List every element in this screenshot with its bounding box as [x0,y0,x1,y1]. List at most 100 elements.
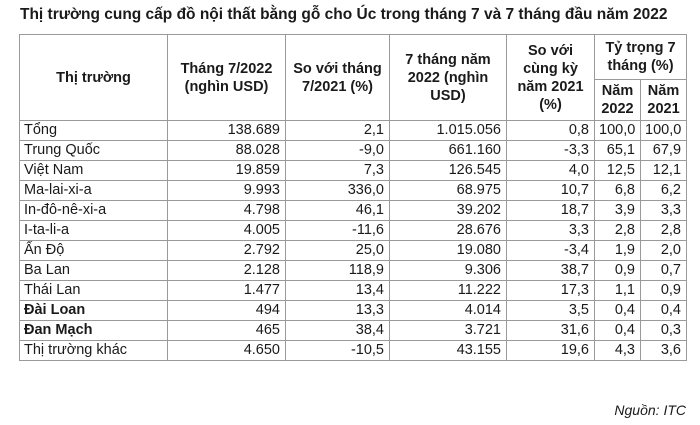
cell-ytd-2022: 1.015.056 [389,120,507,141]
cell-vs-ytd-2021: 3,3 [506,220,595,241]
cell-vs-jul-2021: 118,9 [285,260,390,281]
table-row: Thị trường khác 4.650 -10,5 43.155 19,6 4,3 3,… [19,340,688,361]
cell-ytd-2022: 43.155 [389,340,507,361]
cell-share-2021: 0,3 [639,320,688,341]
cell-jul-2022: 4.005 [167,220,286,241]
cell-vs-ytd-2021: 10,7 [506,180,595,201]
cell-market: Thái Lan [19,280,168,301]
cell-vs-ytd-2021: -3,3 [506,140,595,161]
cell-vs-jul-2021: -11,6 [285,220,390,241]
cell-share-2022: 4,3 [594,340,641,361]
cell-share-2021: 0,7 [639,260,688,281]
cell-share-2022: 12,5 [594,160,641,181]
table-row: Việt Nam 19.859 7,3 126.545 4,0 12,5 12,1 [19,160,688,181]
cell-share-2021: 67,9 [639,140,688,161]
table-row: Đài Loan 494 13,3 4.014 3,5 0,4 0,4 [19,300,688,321]
cell-vs-ytd-2021: 3,5 [506,300,595,321]
cell-vs-ytd-2021: -3,4 [506,240,595,261]
cell-vs-jul-2021: -10,5 [285,340,390,361]
header-vs-ytd-2021: So với cùng kỳ năm 2021 (%) [506,34,595,121]
cell-share-2022: 65,1 [594,140,641,161]
cell-share-2021: 3,6 [639,340,688,361]
cell-market: Trung Quốc [19,140,168,161]
cell-vs-jul-2021: 13,4 [285,280,390,301]
cell-vs-jul-2021: 7,3 [285,160,390,181]
table-row: Trung Quốc 88.028 -9,0 661.160 -3,3 65,1 67,9 [19,140,688,161]
cell-market: I-ta-li-a [19,220,168,241]
cell-market: Đan Mạch [19,320,168,341]
cell-share-2022: 0,4 [594,320,641,341]
cell-jul-2022: 4.798 [167,200,286,221]
cell-ytd-2022: 11.222 [389,280,507,301]
cell-share-2022: 1,9 [594,240,641,261]
cell-market: In-đô-nê-xi-a [19,200,168,221]
cell-ytd-2022: 3.721 [389,320,507,341]
cell-jul-2022: 19.859 [167,160,286,181]
source-note: Nguồn: ITC [614,402,686,418]
cell-vs-jul-2021: 336,0 [285,180,390,201]
cell-market: Ba Lan [19,260,168,281]
cell-vs-ytd-2021: 0,8 [506,120,595,141]
cell-share-2022: 100,0 [594,120,641,141]
cell-vs-jul-2021: -9,0 [285,140,390,161]
table-row: Thái Lan 1.477 13,4 11.222 17,3 1,1 0,9 [19,280,688,301]
cell-vs-ytd-2021: 31,6 [506,320,595,341]
table-row: Ma-lai-xi-a 9.993 336,0 68.975 10,7 6,8 6,2 [19,180,688,201]
cell-share-2021: 0,4 [639,300,688,321]
header-market: Thị trường [19,34,168,121]
table-row: I-ta-li-a 4.005 -11,6 28.676 3,3 2,8 2,8 [19,220,688,241]
cell-market: Đài Loan [19,300,168,321]
cell-ytd-2022: 68.975 [389,180,507,201]
cell-market: Tổng [19,120,168,141]
cell-share-2021: 12,1 [639,160,688,181]
cell-ytd-2022: 9.306 [389,260,507,281]
cell-vs-jul-2021: 13,3 [285,300,390,321]
cell-jul-2022: 1.477 [167,280,286,301]
cell-ytd-2022: 661.160 [389,140,507,161]
cell-market: Thị trường khác [19,340,168,361]
table-body: Tổng 138.689 2,1 1.015.056 0,8 100,0 100,0 Trun… [19,120,688,361]
cell-share-2021: 100,0 [639,120,688,141]
table-row: Đan Mạch 465 38,4 3.721 31,6 0,4 0,3 [19,320,688,341]
header-jul-2022: Tháng 7/2022 (nghìn USD) [167,34,286,121]
table-row: Tổng 138.689 2,1 1.015.056 0,8 100,0 100,0 [19,120,688,141]
cell-jul-2022: 4.650 [167,340,286,361]
cell-share-2021: 6,2 [639,180,688,201]
cell-market: Ma-lai-xi-a [19,180,168,201]
cell-market: Việt Nam [19,160,168,181]
cell-jul-2022: 2.792 [167,240,286,261]
cell-share-2021: 0,9 [639,280,688,301]
cell-share-2022: 0,9 [594,260,641,281]
cell-share-2022: 3,9 [594,200,641,221]
cell-jul-2022: 138.689 [167,120,286,141]
cell-vs-ytd-2021: 19,6 [506,340,595,361]
cell-ytd-2022: 4.014 [389,300,507,321]
market-table: Thị trường Tháng 7/2022 (nghìn USD) So v… [19,34,688,361]
cell-ytd-2022: 19.080 [389,240,507,261]
cell-share-2022: 2,8 [594,220,641,241]
cell-vs-ytd-2021: 38,7 [506,260,595,281]
cell-share-2021: 2,0 [639,240,688,261]
cell-share-2022: 1,1 [594,280,641,301]
cell-jul-2022: 494 [167,300,286,321]
header-ytd-2022: 7 tháng năm 2022 (nghìn USD) [389,34,507,121]
header-share: Tỷ trọng 7 tháng (%) [593,34,688,80]
cell-vs-ytd-2021: 18,7 [506,200,595,221]
cell-jul-2022: 88.028 [167,140,286,161]
table-row: Ba Lan 2.128 118,9 9.306 38,7 0,9 0,7 [19,260,688,281]
cell-jul-2022: 465 [167,320,286,341]
cell-ytd-2022: 126.545 [389,160,507,181]
header-share-2022: Năm 2022 [594,79,641,121]
table-title: Thị trường cung cấp đồ nội thất bằng gỗ … [20,6,668,23]
cell-vs-jul-2021: 25,0 [285,240,390,261]
cell-vs-jul-2021: 38,4 [285,320,390,341]
cell-ytd-2022: 39.202 [389,200,507,221]
cell-share-2022: 6,8 [594,180,641,201]
table-row: In-đô-nê-xi-a 4.798 46,1 39.202 18,7 3,9 3,3 [19,200,688,221]
cell-vs-jul-2021: 46,1 [285,200,390,221]
header-share-2021: Năm 2021 [639,79,688,121]
table-row: Ấn Độ 2.792 25,0 19.080 -3,4 1,9 2,0 [19,240,688,261]
cell-vs-jul-2021: 2,1 [285,120,390,141]
cell-ytd-2022: 28.676 [389,220,507,241]
cell-vs-ytd-2021: 4,0 [506,160,595,181]
